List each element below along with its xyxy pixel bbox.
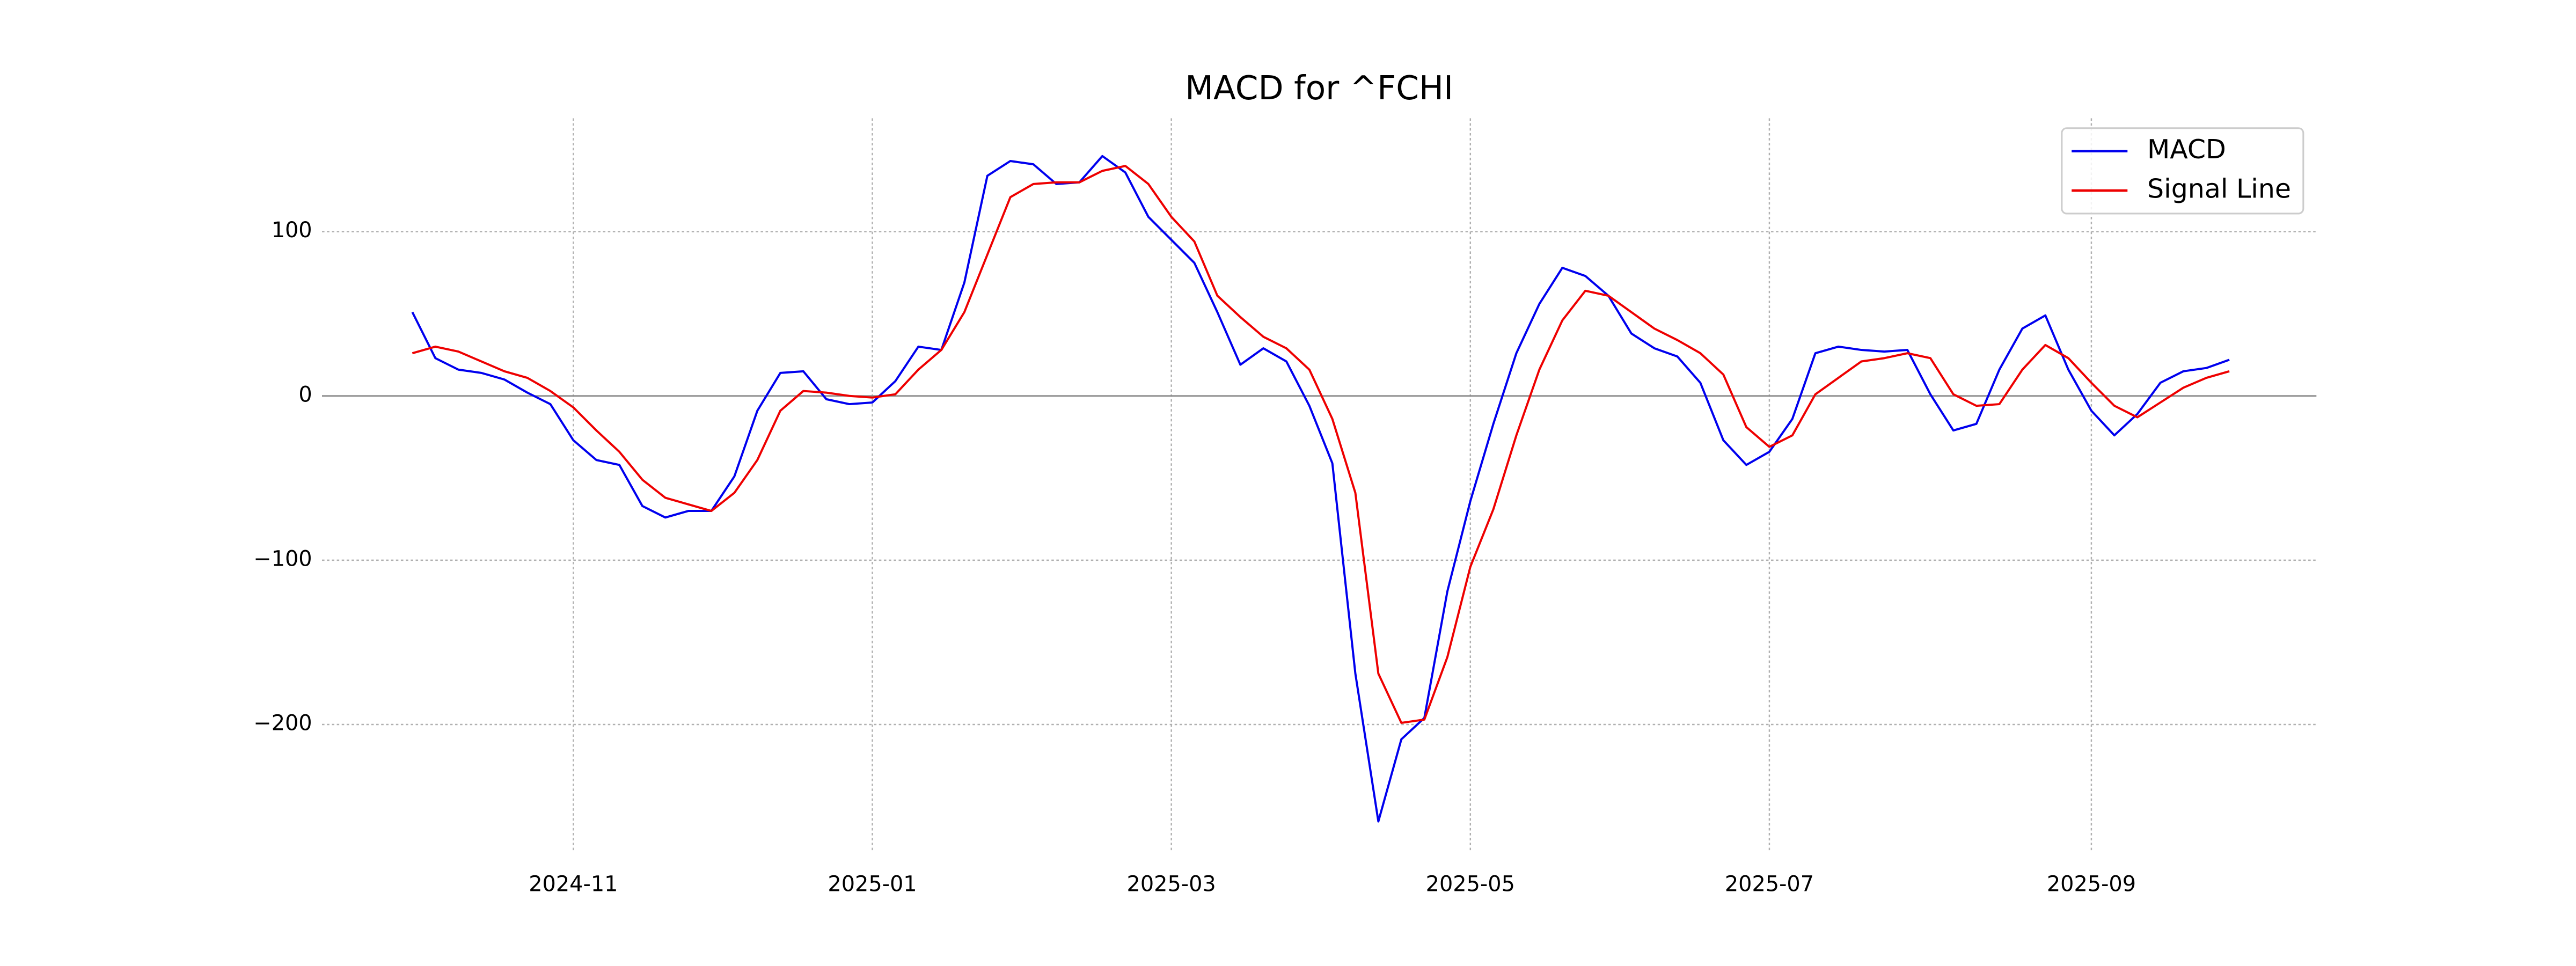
legend: MACD Signal Line [2061, 127, 2304, 215]
x-tick-label: 2025-05 [1426, 872, 1515, 897]
legend-label: Signal Line [2147, 174, 2291, 204]
y-tick-label: 0 [298, 382, 312, 407]
x-tick-label: 2025-01 [828, 872, 917, 897]
x-tick-label: 2024-11 [529, 872, 618, 897]
legend-box [2061, 127, 2304, 215]
y-tick-label: −200 [253, 711, 312, 736]
series-line [411, 155, 2230, 823]
series-line [412, 165, 2230, 724]
y-tick-label: 100 [272, 218, 312, 243]
x-tick-label: 2025-07 [1725, 872, 1814, 897]
x-tick-label: 2025-03 [1127, 872, 1216, 897]
x-tick-label: 2025-09 [2047, 872, 2136, 897]
y-tick-label: −100 [253, 546, 312, 571]
legend-label: MACD [2147, 134, 2226, 165]
chart-title: MACD for ^FCHI [1185, 69, 1453, 107]
